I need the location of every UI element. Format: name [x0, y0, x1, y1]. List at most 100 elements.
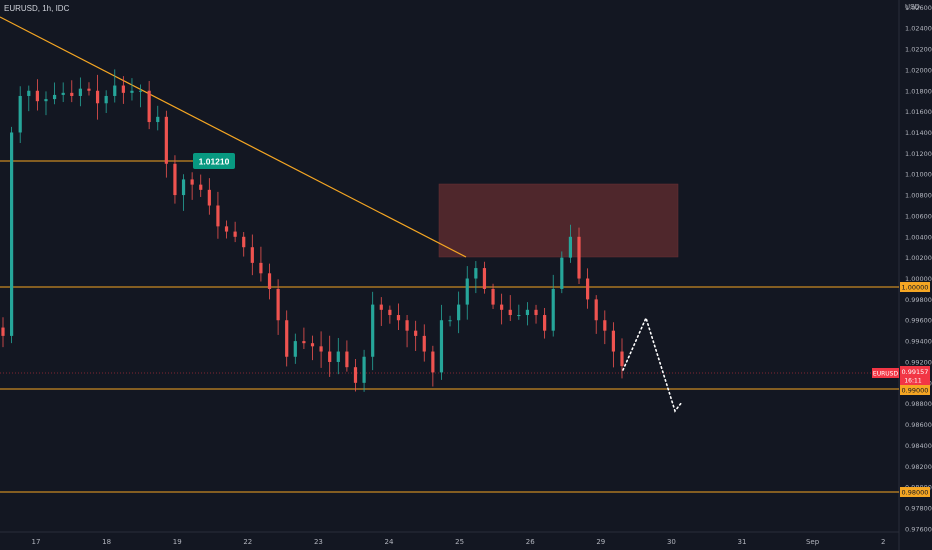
price-tick-label: 0.98200	[905, 463, 932, 471]
svg-text:0.98000: 0.98000	[902, 489, 929, 497]
svg-text:0.99000: 0.99000	[902, 387, 929, 395]
candle-body	[87, 88, 91, 91]
candle-body	[586, 278, 590, 300]
candle-body	[267, 273, 272, 289]
candle-body	[353, 367, 358, 383]
candle-body	[474, 268, 478, 279]
price-tick-label: 0.98800	[905, 400, 932, 408]
candle-body	[534, 309, 538, 316]
price-tick-label: 1.02200	[905, 46, 932, 54]
candle-body	[465, 278, 469, 305]
candle-body	[52, 94, 57, 100]
time-tick-label: 26	[526, 538, 535, 546]
trendline-price-label[interactable]: 1.01210	[193, 153, 235, 169]
time-tick-label: 17	[32, 538, 41, 546]
price-tick-label: 0.97600	[905, 525, 932, 533]
trendline-label-text: 1.01210	[199, 157, 230, 167]
price-tick-label: 1.01200	[905, 150, 932, 158]
candle-body	[336, 351, 340, 362]
price-tick-label: 1.00600	[905, 212, 932, 220]
time-tick-label: 22	[243, 538, 252, 546]
candle-body	[319, 346, 323, 352]
price-tick-label: 0.98600	[905, 421, 932, 429]
candle-body	[1, 327, 5, 336]
price-tick-label: 0.99200	[905, 358, 932, 366]
price-tick-label: 1.02000	[905, 66, 932, 74]
candle-body	[233, 231, 237, 237]
price-tick-label: 1.01000	[905, 171, 932, 179]
price-axis[interactable]: 1.02600 1.02400 1.02200 1.02000 1.01800 1.016…	[905, 4, 932, 534]
candle-body	[181, 179, 186, 196]
candle-body	[439, 320, 444, 373]
candle-body	[224, 226, 229, 232]
candle-body	[568, 236, 573, 258]
candle-body	[285, 320, 289, 357]
candle-body	[620, 351, 624, 367]
candle-body	[70, 92, 74, 96]
candle-body	[207, 189, 211, 206]
time-tick-label: 24	[385, 538, 394, 546]
candle-body	[371, 304, 375, 357]
candle-body	[577, 236, 581, 279]
candle-body	[405, 320, 409, 331]
candle-body	[388, 309, 392, 316]
forecast-path[interactable]	[622, 315, 683, 413]
candle-body	[130, 90, 134, 93]
time-tick-label: 31	[738, 538, 747, 546]
svg-text:EURUSD: EURUSD	[873, 371, 899, 378]
price-tick-label: 0.99800	[905, 296, 932, 304]
candle-body	[560, 257, 564, 289]
time-tick-label: 18	[102, 538, 111, 546]
candle-body	[328, 351, 332, 362]
candle-body	[276, 288, 280, 321]
candle-body	[27, 90, 31, 96]
level-label-99000: 0.99000	[900, 385, 930, 395]
level-label-98000: 0.98000	[900, 487, 930, 497]
time-axis[interactable]: 17 18 19 22 23 24 25 26 29 30 31 Sep 2	[32, 538, 886, 546]
time-tick-label: 30	[667, 538, 676, 546]
price-tick-label: 0.98400	[905, 442, 932, 450]
candle-body	[18, 95, 22, 133]
candle-body	[551, 288, 555, 331]
candle-body	[594, 299, 598, 321]
trendline[interactable]	[0, 16, 467, 258]
candle-body	[44, 99, 48, 102]
candle-body	[250, 247, 254, 263]
candle-body	[431, 351, 435, 373]
candle-body	[216, 205, 220, 227]
resistance-zone[interactable]	[438, 183, 679, 258]
countdown-text: 16:11	[904, 378, 921, 385]
candle-body	[379, 304, 383, 310]
price-tick-label: 1.01800	[905, 87, 932, 95]
candle-body	[121, 85, 125, 93]
candle-body	[457, 304, 461, 321]
time-tick-label: 2	[881, 538, 885, 546]
candle-body	[345, 351, 349, 368]
current-price-text: 0.99157	[902, 368, 929, 376]
chart-title: EURUSD, 1h, IDC	[4, 4, 70, 13]
price-tick-label: 0.97800	[905, 505, 932, 513]
current-price-badge: 0.99157 16:11	[900, 366, 930, 385]
price-tick-label: 1.02400	[905, 25, 932, 33]
price-tick-label: 0.99400	[905, 338, 932, 346]
candle-body	[138, 90, 143, 92]
candle-body	[9, 132, 14, 336]
price-tick-label: 0.99600	[905, 317, 932, 325]
candle-body	[147, 90, 151, 123]
candle-body	[396, 315, 401, 321]
candle-body	[525, 309, 530, 316]
candle-body	[173, 163, 177, 196]
price-tick-label: 1.02600	[905, 4, 932, 12]
candlestick-series	[1, 69, 624, 392]
candle-body	[448, 320, 452, 322]
candle-body	[611, 330, 616, 352]
price-tick-label: 1.01400	[905, 129, 932, 137]
candle-body	[199, 184, 203, 190]
price-tick-label: 1.00400	[905, 233, 932, 241]
candle-body	[414, 330, 418, 336]
candle-body	[310, 343, 315, 347]
candle-body	[302, 341, 306, 344]
candle-body	[104, 95, 108, 104]
